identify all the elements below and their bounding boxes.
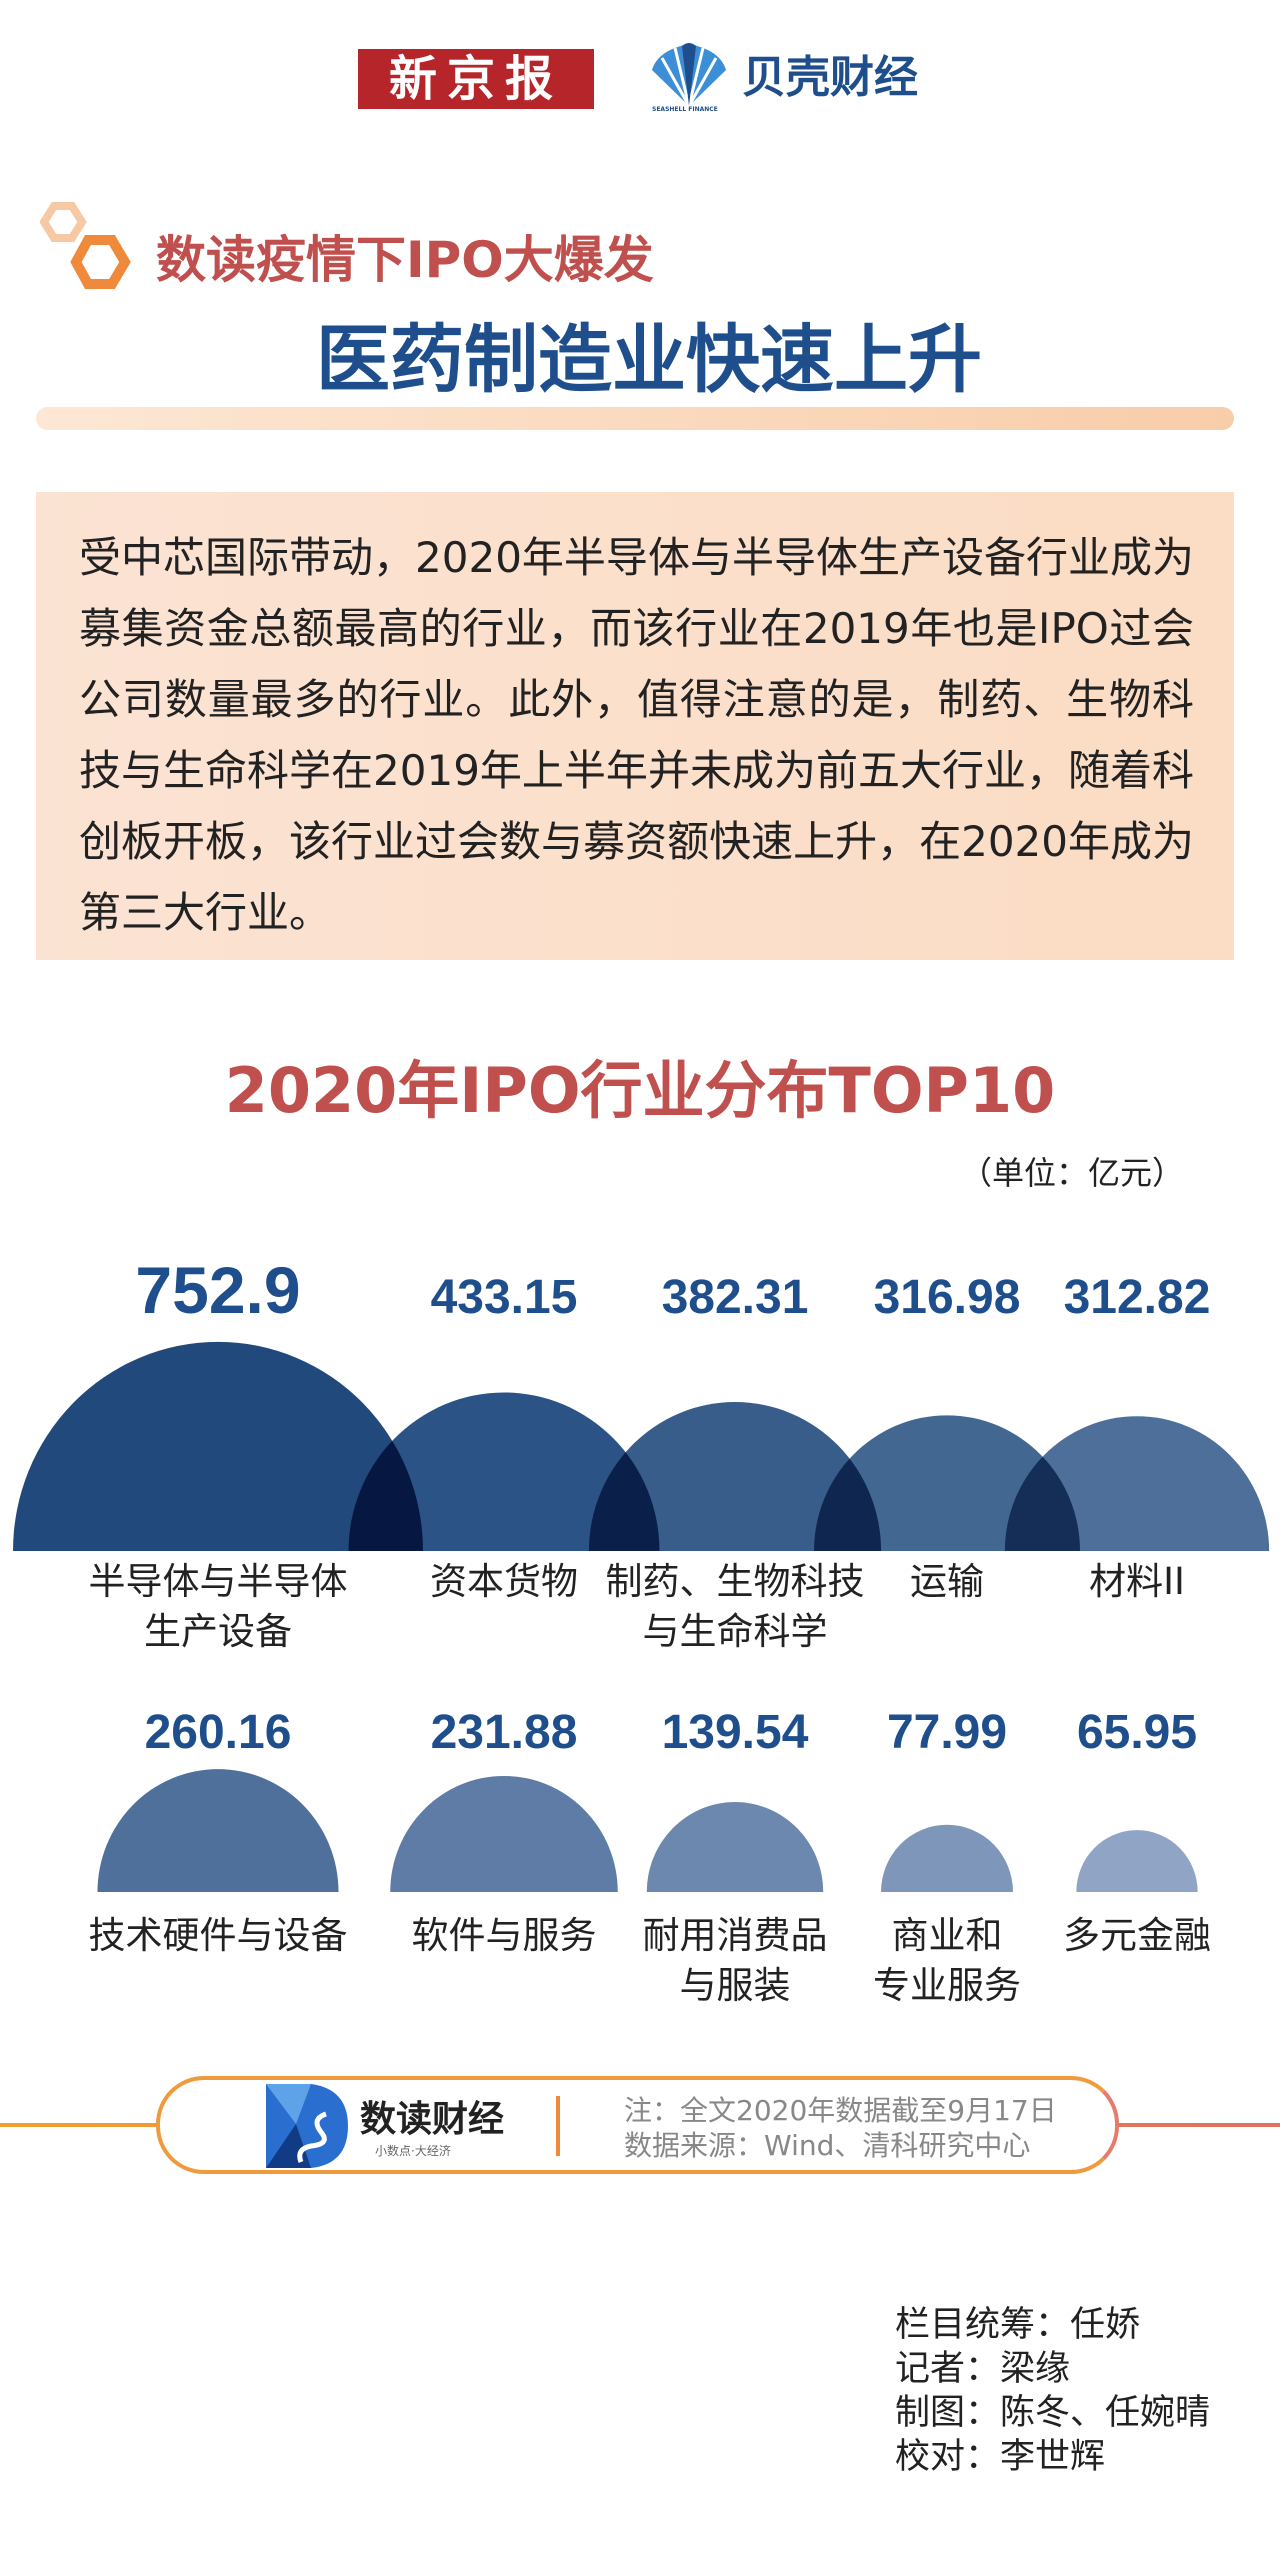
seashell-finance-sub: SEASHELL FINANCE <box>652 106 718 113</box>
shudu-logo-icon <box>266 2084 348 2168</box>
shudu-slogan: 小数点·大经济 <box>375 2144 451 2158</box>
semicircle-mark <box>1076 1830 1198 1892</box>
semicircle-mark <box>646 1802 824 1892</box>
semicircle-mark <box>588 1401 882 1551</box>
seashell-finance-name: 贝壳财经 <box>742 52 918 103</box>
value-label: 382.31 <box>662 1271 809 1324</box>
semicircle-mark <box>97 1769 339 1892</box>
category-label: 技术硬件与设备 <box>89 1914 348 1957</box>
credit-line: 制图：陈冬、任婉晴 <box>895 2393 1211 2433</box>
category-label: 生产设备 <box>144 1610 292 1653</box>
category-label: 与服装 <box>680 1964 791 2007</box>
hexagon-icon <box>40 202 131 289</box>
page-title: 医药制造业快速上升 <box>316 317 982 403</box>
shudu-name: 数读财经 <box>360 2099 505 2140</box>
semicircle-mark <box>13 1341 423 1551</box>
value-label: 260.16 <box>145 1706 292 1759</box>
value-label: 433.15 <box>431 1271 578 1324</box>
credit-line: 栏目统筹：任娇 <box>895 2305 1141 2345</box>
category-label: 与生命科学 <box>643 1610 828 1653</box>
value-label: 752.9 <box>135 1253 300 1327</box>
category-label: 制药、生物科技 <box>606 1560 865 1603</box>
chart-title: 2020年IPO行业分布TOP10 <box>224 1054 1056 1127</box>
value-label: 316.98 <box>874 1271 1021 1324</box>
category-label: 多元金融 <box>1063 1914 1211 1957</box>
category-label: 材料II <box>1089 1560 1185 1603</box>
semicircle-mark <box>881 1824 1013 1892</box>
category-label: 资本货物 <box>430 1560 578 1603</box>
category-label: 半导体与半导体 <box>89 1560 348 1603</box>
credit-line: 校对：李世辉 <box>895 2437 1106 2477</box>
semicircle-chart: 752.9 半导体与半导体生产设备 433.15 资本货物 382.31 制药、生物科技与… <box>13 1253 1270 2007</box>
chart-unit: （单位：亿元） <box>960 1154 1185 1192</box>
data-source: 数据来源：Wind、清科研究中心 <box>624 2129 1031 2162</box>
semicircle-mark <box>390 1775 618 1892</box>
footer-notes: 注：全文2020年数据截至9月17日 数据来源：Wind、清科研究中心 <box>624 2093 1057 2163</box>
value-label: 312.82 <box>1064 1271 1211 1324</box>
seashell-logo-icon <box>652 43 726 107</box>
value-label: 139.54 <box>662 1706 809 1759</box>
category-label: 运输 <box>910 1560 984 1603</box>
category-label: 软件与服务 <box>412 1914 597 1957</box>
footer-divider <box>556 2096 560 2156</box>
credits: 栏目统筹：任娇 记者：梁缘 制图：陈冬、任婉晴 校对：李世辉 <box>895 2303 1210 2479</box>
value-label: 65.95 <box>1077 1706 1197 1759</box>
xinjingbao-logo: 新京报 <box>358 49 594 109</box>
value-label: 231.88 <box>431 1706 578 1759</box>
semicircle-mark <box>348 1392 660 1551</box>
value-label: 77.99 <box>887 1706 1007 1759</box>
category-label: 耐用消费品 <box>643 1914 828 1957</box>
data-note: 注：全文2020年数据截至9月17日 <box>624 2094 1057 2127</box>
category-label: 专业服务 <box>873 1964 1021 2007</box>
semicircle-mark <box>1004 1416 1270 1551</box>
intro-paragraph: 受中芯国际带动，2020年半导体与半导体生产设备行业成为募集资金总额最高的行业，… <box>36 492 1234 960</box>
category-label: 商业和 <box>892 1914 1003 1957</box>
title-underline-bar <box>36 407 1234 430</box>
credit-line: 记者：梁缘 <box>895 2349 1071 2389</box>
subtitle: 数读疫情下IPO大爆发 <box>156 231 654 289</box>
